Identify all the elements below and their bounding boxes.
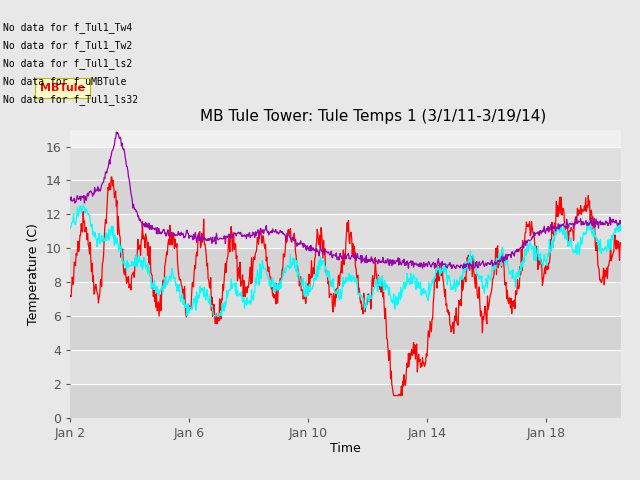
Title: MB Tule Tower: Tule Temps 1 (3/1/11-3/19/14): MB Tule Tower: Tule Temps 1 (3/1/11-3/19… [200, 109, 547, 124]
Text: No data for f_Tul1_ls2: No data for f_Tul1_ls2 [3, 58, 132, 69]
Bar [70, 214, 621, 248]
Bar [70, 146, 621, 180]
Text: MBTule: MBTule [40, 84, 85, 93]
Text: No data for f_Tul1_Tw2: No data for f_Tul1_Tw2 [3, 40, 132, 51]
Bar [70, 384, 621, 418]
Bar [70, 282, 621, 316]
Text: No data for f_uMBTule: No data for f_uMBTule [3, 76, 127, 87]
Bar [70, 350, 621, 384]
Text: No data for f_Tul1_Tw4: No data for f_Tul1_Tw4 [3, 22, 132, 33]
Bar [70, 180, 621, 214]
Bar [70, 248, 621, 282]
Legend: Tul1_Tw+10cm, Tul1_Ts-8cm, Tul1_Ts-16cm: Tul1_Tw+10cm, Tul1_Ts-8cm, Tul1_Ts-16cm [134, 476, 557, 480]
Y-axis label: Temperature (C): Temperature (C) [27, 223, 40, 324]
Text: No data for f_Tul1_ls32: No data for f_Tul1_ls32 [3, 95, 138, 106]
X-axis label: Time: Time [330, 443, 361, 456]
Bar [70, 316, 621, 350]
